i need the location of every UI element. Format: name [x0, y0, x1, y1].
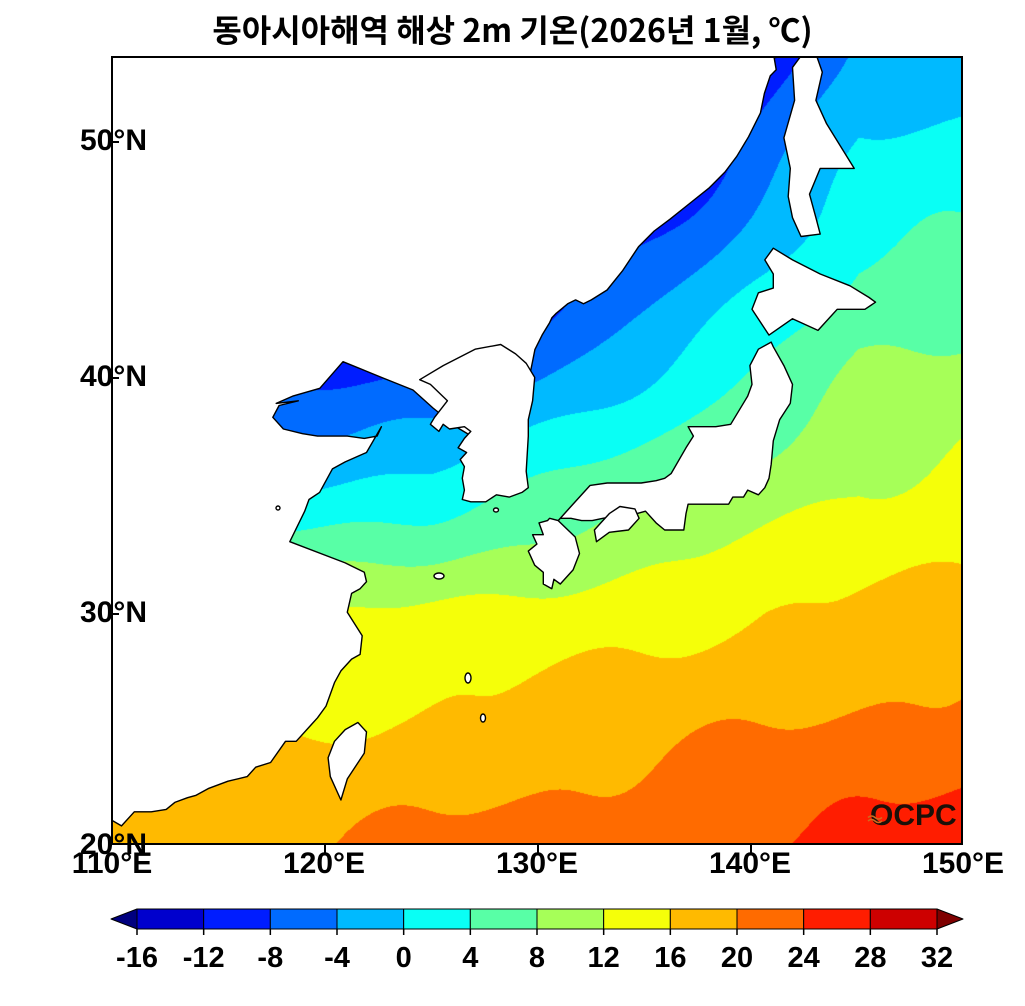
svg-text:24: 24: [788, 942, 820, 974]
svg-text:16: 16: [654, 942, 686, 974]
svg-text:-12: -12: [183, 942, 225, 974]
svg-text:32: 32: [921, 942, 953, 974]
svg-text:12: 12: [588, 942, 620, 974]
svg-text:-8: -8: [257, 942, 283, 974]
svg-text:-16: -16: [116, 942, 158, 974]
svg-text:0: 0: [396, 942, 412, 974]
svg-text:20: 20: [721, 942, 753, 974]
svg-text:-4: -4: [324, 942, 350, 974]
svg-text:OCPC: OCPC: [870, 799, 957, 832]
svg-text:8: 8: [529, 942, 545, 974]
svg-text:4: 4: [462, 942, 478, 974]
svg-text:28: 28: [854, 942, 886, 974]
